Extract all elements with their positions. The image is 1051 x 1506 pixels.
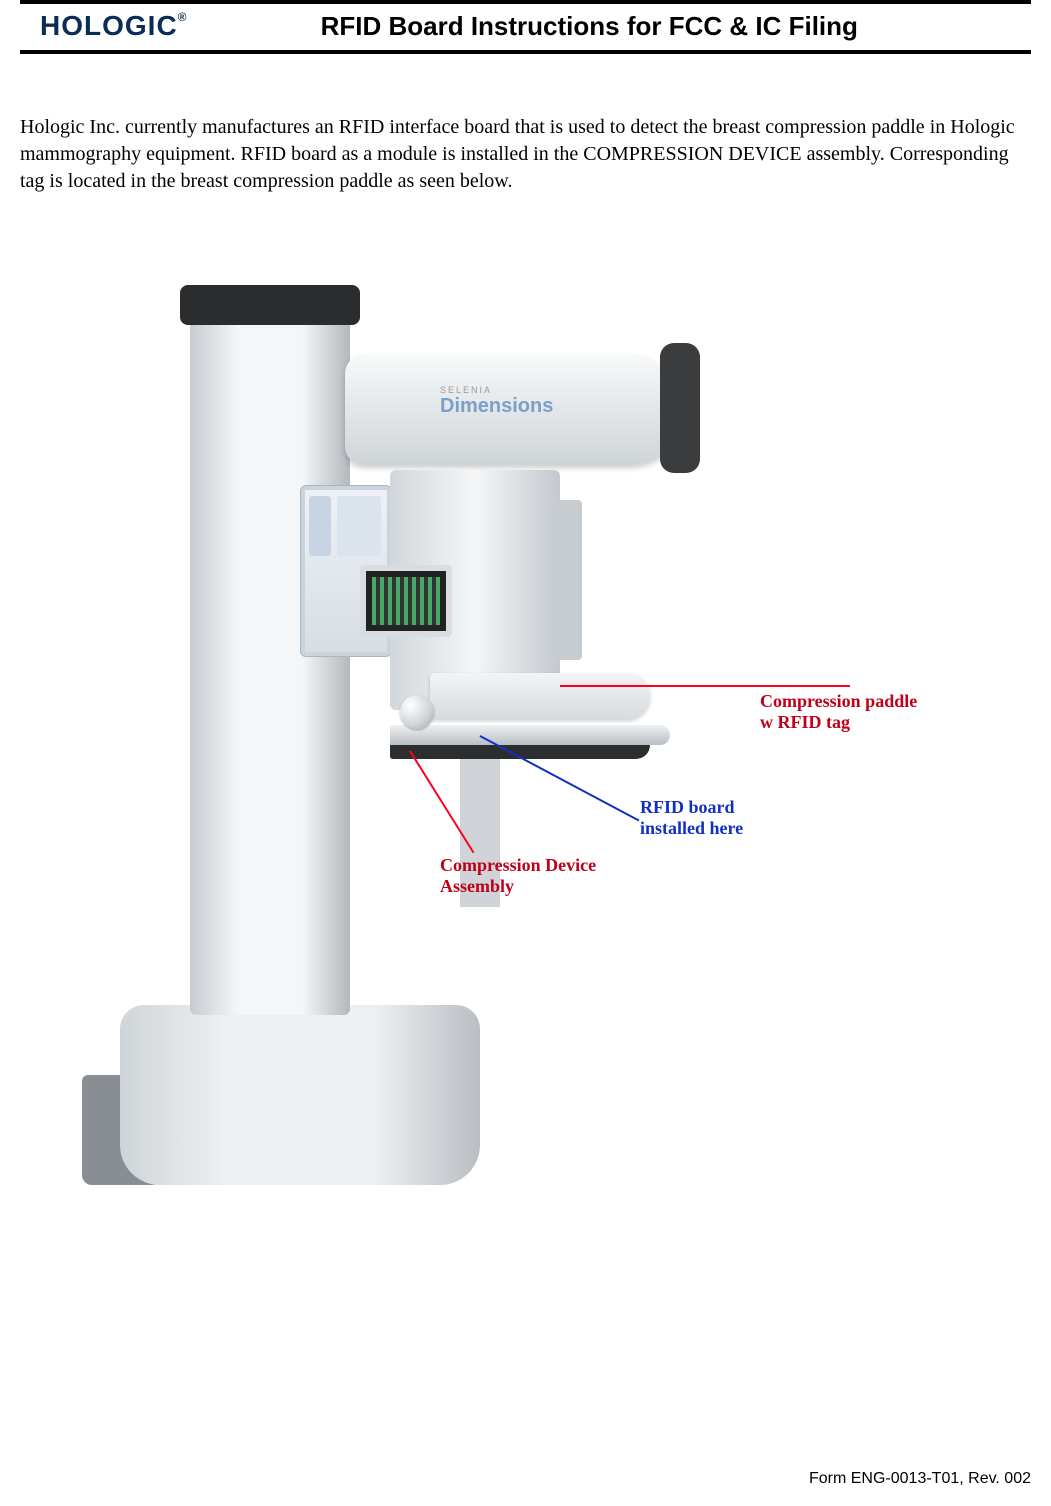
mammography-machine-illustration: SELENIA Dimensions: [120, 225, 680, 1185]
logo-text: HOLOGIC: [40, 10, 178, 41]
callout-line-paddle: [560, 685, 850, 687]
header: HOLOGIC® RFID Board Instructions for FCC…: [20, 4, 1031, 50]
form-footer: Form ENG-0013-T01, Rev. 002: [809, 1470, 1031, 1488]
brand-small: SELENIA: [440, 385, 553, 395]
receptor-plate: [390, 725, 670, 745]
display-screen: [360, 565, 452, 637]
machine-base: [120, 1005, 480, 1185]
logo: HOLOGIC®: [20, 10, 188, 42]
adjust-knob: [400, 695, 434, 729]
callout-compression-paddle: Compression paddle w RFID tag: [760, 691, 917, 732]
figure: SELENIA Dimensions Compression paddle w …: [20, 225, 1031, 1205]
page: HOLOGIC® RFID Board Instructions for FCC…: [0, 0, 1051, 1506]
callout-rfid-board: RFID board installed here: [640, 797, 743, 838]
callout-compression-device-assembly: Compression Device Assembly: [440, 855, 596, 896]
callout-assembly-line1: Compression Device: [440, 855, 596, 875]
callout-assembly-line2: Assembly: [440, 876, 514, 896]
page-title: RFID Board Instructions for FCC & IC Fil…: [188, 11, 1031, 42]
rule-mid-thin: [20, 53, 1031, 54]
logo-registered: ®: [178, 10, 188, 24]
machine-brand-label: SELENIA Dimensions: [440, 385, 553, 418]
callout-paddle-line1: Compression paddle: [760, 691, 917, 711]
callout-paddle-line2: w RFID tag: [760, 712, 850, 732]
compression-paddle: [430, 673, 650, 719]
callout-rfid-line2: installed here: [640, 818, 743, 838]
brand-main: Dimensions: [440, 395, 553, 417]
machine-tube-head: [660, 343, 700, 473]
intro-paragraph: Hologic Inc. currently manufactures an R…: [20, 114, 1031, 195]
callout-rfid-line1: RFID board: [640, 797, 735, 817]
machine-column-cap: [180, 285, 360, 325]
